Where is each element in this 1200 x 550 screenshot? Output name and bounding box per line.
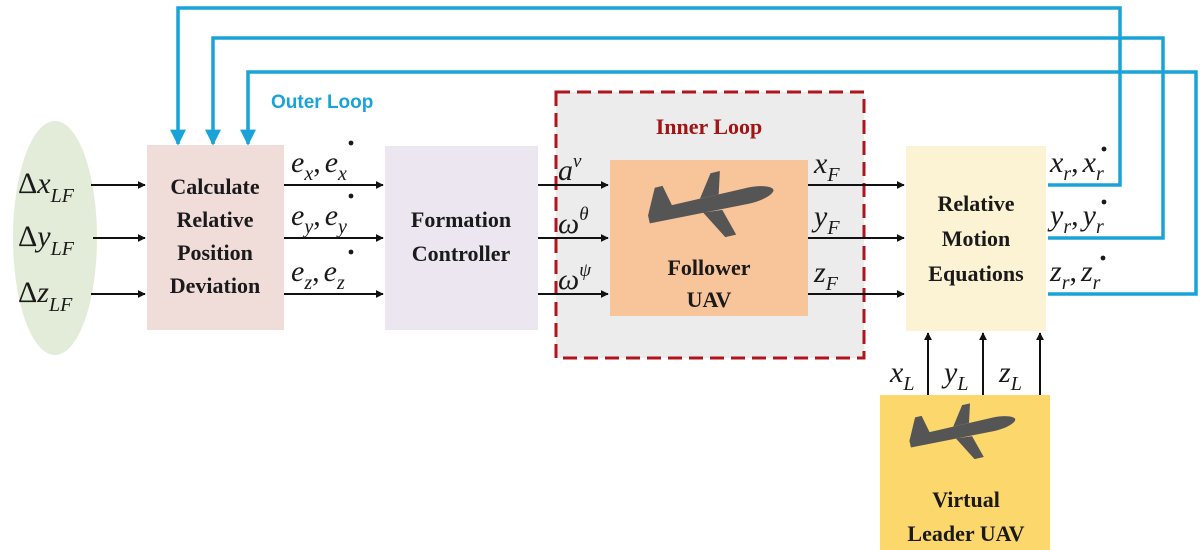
airplane-body bbox=[648, 185, 774, 224]
svg-text:ωψ: ωψ bbox=[558, 260, 592, 296]
calc-block bbox=[147, 145, 284, 330]
follower-state-labels: xF yF zF bbox=[811, 147, 840, 295]
inner-loop-label: Inner Loop bbox=[656, 114, 763, 139]
svg-text:Follower: Follower bbox=[667, 255, 750, 280]
svg-text:zF: zF bbox=[813, 256, 839, 295]
equations-block-text: Relative Motion Equations bbox=[928, 191, 1024, 286]
svg-text:ez,ez: ez, ez bbox=[291, 255, 345, 294]
svg-text:Relative: Relative bbox=[177, 207, 254, 232]
follower-block-text: Follower UAV bbox=[667, 255, 750, 312]
svg-text:Motion: Motion bbox=[942, 226, 1010, 251]
svg-text:Leader UAV: Leader UAV bbox=[907, 521, 1024, 546]
relative-derivative-dots bbox=[1100, 146, 1107, 261]
svg-text:Relative: Relative bbox=[938, 191, 1015, 216]
svg-text:yr,yr: yr, yr bbox=[1047, 199, 1104, 238]
svg-text:UAV: UAV bbox=[687, 287, 732, 312]
svg-text:av: av bbox=[558, 151, 582, 187]
follower-airplane-icon bbox=[648, 171, 774, 238]
svg-text:ΔzLF: ΔzLF bbox=[18, 276, 73, 316]
svg-text:ΔyLF: ΔyLF bbox=[18, 220, 75, 260]
equations-block bbox=[906, 146, 1046, 331]
svg-text:Calculate: Calculate bbox=[170, 174, 259, 199]
outer-loop-label: Outer Loop bbox=[271, 92, 373, 113]
svg-text:Deviation: Deviation bbox=[170, 273, 260, 298]
svg-text:xL: xL bbox=[889, 356, 914, 395]
svg-text:xr,xr: xr, xr bbox=[1049, 146, 1104, 185]
outer-loop-y bbox=[205, 36, 1165, 240]
svg-text:Virtual: Virtual bbox=[932, 487, 1000, 512]
leader-airplane-icon bbox=[909, 403, 1016, 460]
svg-text:xF: xF bbox=[813, 147, 840, 186]
signal-arrows bbox=[91, 181, 1044, 395]
calc-block-text: Calculate Relative Position Deviation bbox=[170, 174, 260, 298]
command-labels: av ωθ ωψ bbox=[558, 151, 592, 296]
svg-text:ωθ: ωθ bbox=[558, 204, 589, 240]
svg-text:ΔxLF: ΔxLF bbox=[18, 167, 75, 207]
svg-text:ey,ey: ey, ey bbox=[291, 199, 347, 238]
outer-loop-lines bbox=[170, 6, 1198, 296]
leader-state-labels: xL yL zL bbox=[889, 356, 1022, 395]
input-ellipse bbox=[13, 121, 97, 355]
svg-text:Controller: Controller bbox=[412, 241, 511, 266]
svg-text:Equations: Equations bbox=[928, 261, 1024, 286]
error-labels: ex, ex ey, ey ez, ez bbox=[291, 146, 347, 294]
svg-text:Position: Position bbox=[177, 240, 253, 265]
airplane-wing-far bbox=[699, 171, 720, 199]
input-labels: ΔxLF ΔyLF ΔzLF bbox=[18, 167, 75, 316]
svg-text:ex,ex: ex, ex bbox=[291, 146, 347, 185]
svg-text:yF: yF bbox=[811, 200, 840, 239]
airplane-wing-near bbox=[703, 209, 737, 238]
outer-loop-x bbox=[170, 6, 1122, 187]
controller-block bbox=[385, 146, 538, 330]
leader-block-text: Virtual Leader UAV bbox=[907, 487, 1024, 546]
outer-loop-z bbox=[240, 70, 1198, 296]
controller-block-text: Formation Controller bbox=[411, 207, 511, 266]
svg-text:zr,zr: zr, zr bbox=[1049, 255, 1101, 294]
svg-text:yL: yL bbox=[941, 356, 968, 395]
error-derivative-dots bbox=[348, 140, 354, 255]
svg-text:Formation: Formation bbox=[411, 207, 511, 232]
relative-state-labels: xr, xr yr, yr zr, zr bbox=[1047, 146, 1104, 294]
svg-text:zL: zL bbox=[998, 356, 1022, 395]
